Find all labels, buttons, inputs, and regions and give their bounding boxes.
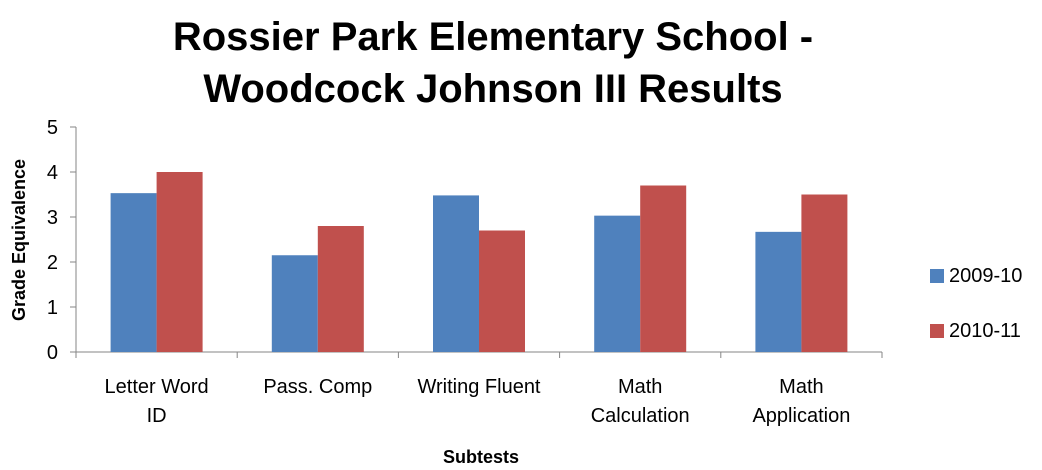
bar-2009-10-2 — [433, 195, 479, 352]
y-tick-label: 5 — [47, 117, 58, 139]
bar-2009-10-1 — [271, 255, 318, 352]
y-axis-title-group: Grade Equivalence — [9, 159, 29, 321]
y-tick-label: 4 — [47, 162, 58, 184]
y-tick-label: 2 — [47, 252, 58, 274]
legend: 2009-10 2010-11 — [930, 265, 1022, 342]
bar-2009-10-4 — [755, 231, 802, 352]
x-category-label: Math — [618, 376, 662, 398]
legend-label-2010-11: 2010-11 — [949, 320, 1021, 342]
bar-2010-11-4 — [801, 194, 848, 352]
legend-swatch-2009-10 — [930, 269, 944, 283]
y-tick-label: 1 — [47, 297, 58, 319]
x-category-label: Application — [752, 405, 850, 427]
y-tick-label: 3 — [47, 207, 58, 229]
x-category-label: Math — [779, 376, 823, 398]
legend-label-2009-10: 2009-10 — [949, 265, 1022, 287]
bar-2010-11-1 — [317, 226, 364, 352]
x-category-label: Pass. Comp — [263, 376, 372, 398]
x-axis-title: Subtests — [443, 447, 519, 467]
x-category-label: Letter Word — [105, 376, 209, 398]
chart-title-line-2: Woodcock Johnson III Results — [203, 67, 782, 111]
legend-swatch-2010-11 — [930, 324, 944, 338]
x-category-label: ID — [147, 405, 167, 427]
bar-2010-11-2 — [479, 230, 525, 352]
chart-title-line-1: Rossier Park Elementary School - — [173, 15, 813, 59]
bar-2009-10-0 — [110, 193, 157, 352]
x-category-label: Writing Fluent — [417, 376, 540, 398]
bar-2010-11-3 — [640, 185, 687, 352]
y-tick-label: 0 — [47, 342, 58, 364]
plot-area: 0 1 2 3 4 5 Letter Word ID Pass. Comp Writing Flu… — [47, 117, 883, 427]
bar-2010-11-0 — [156, 172, 203, 352]
y-axis-title: Grade Equivalence — [9, 159, 29, 321]
x-category-label: Calculation — [591, 405, 690, 427]
bar-2009-10-3 — [594, 215, 641, 352]
